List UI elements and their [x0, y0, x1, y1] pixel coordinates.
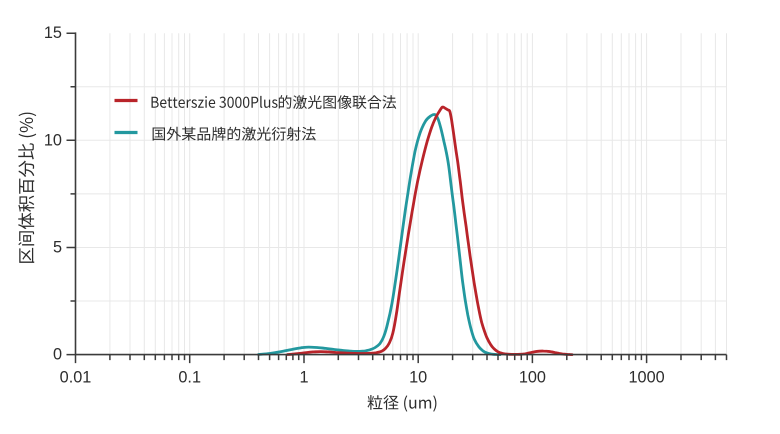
svg-text:1: 1 — [299, 369, 308, 387]
svg-text:0.1: 0.1 — [178, 369, 201, 387]
svg-text:10: 10 — [409, 369, 427, 387]
svg-text:0: 0 — [53, 346, 62, 364]
svg-text:100: 100 — [519, 369, 546, 387]
svg-text:1000: 1000 — [628, 369, 664, 387]
svg-text:15: 15 — [44, 24, 62, 42]
svg-text:0.01: 0.01 — [60, 369, 92, 387]
svg-text:5: 5 — [53, 239, 62, 257]
svg-text:10: 10 — [44, 131, 62, 149]
